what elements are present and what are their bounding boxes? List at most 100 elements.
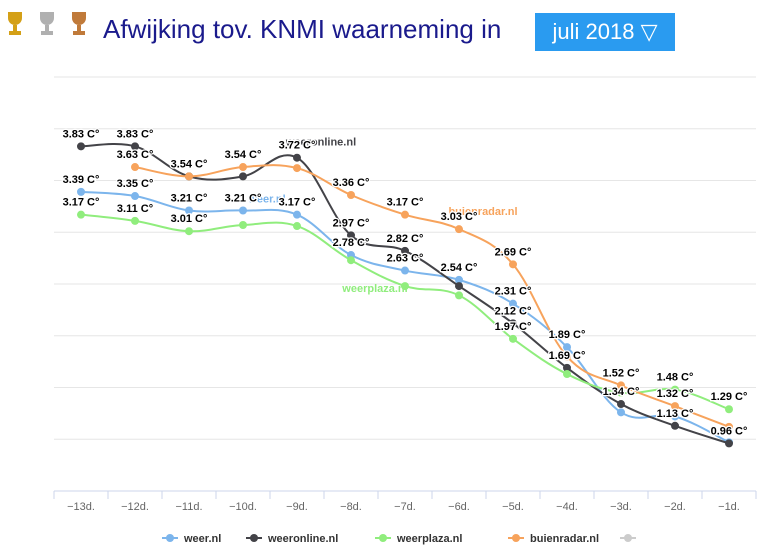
data-label: 2.54 C°	[441, 262, 478, 274]
data-point	[185, 227, 193, 236]
legend-label: weerplaza.nl	[396, 533, 462, 545]
series-annotation: weer.nl	[247, 194, 285, 206]
data-label: 1.52 C°	[603, 367, 640, 379]
legend-marker	[250, 534, 258, 542]
data-label: 1.34 C°	[603, 386, 640, 398]
data-point	[401, 210, 409, 219]
x-tick-label: −11d.	[175, 501, 202, 513]
data-label: 3.72 C°	[279, 140, 316, 152]
x-tick-label: −3d.	[610, 501, 632, 513]
data-label: 3.63 C°	[117, 149, 154, 161]
data-point	[671, 412, 679, 421]
data-point	[347, 256, 355, 265]
data-point	[293, 153, 301, 162]
data-point	[347, 190, 355, 199]
data-point	[455, 275, 463, 284]
data-point	[509, 260, 517, 269]
data-point	[509, 299, 517, 308]
x-tick-label: −2d.	[664, 501, 686, 513]
data-point	[509, 319, 517, 328]
data-point	[239, 206, 247, 215]
legend-marker	[166, 534, 174, 542]
data-point	[239, 221, 247, 230]
data-point	[239, 172, 247, 181]
data-label: 2.97 C°	[333, 217, 370, 229]
data-label: 3.17 C°	[63, 197, 100, 209]
data-label: 1.29 C°	[711, 391, 748, 403]
title: Afwijking tov. KNMI waarneming in	[103, 14, 502, 44]
legend-label: weer.nl	[183, 533, 221, 545]
x-tick-label: −9d.	[286, 501, 308, 513]
data-label: 3.01 C°	[171, 213, 208, 225]
data-point	[563, 370, 571, 379]
data-label: 3.21 C°	[171, 193, 208, 205]
x-tick-label: −10d.	[229, 501, 257, 513]
legend-label: weeronline.nl	[267, 533, 338, 545]
data-label: 1.48 C°	[657, 372, 694, 384]
data-point	[563, 352, 571, 361]
data-label: 1.32 C°	[657, 388, 694, 400]
data-label: 1.97 C°	[495, 321, 532, 333]
x-tick-label: −6d.	[448, 501, 470, 513]
data-point	[77, 210, 85, 219]
data-label: 2.12 C°	[495, 305, 532, 317]
data-label: 2.82 C°	[387, 233, 424, 245]
month-dropdown[interactable]: juli 2018 ▽	[535, 13, 675, 51]
data-label: 2.69 C°	[495, 246, 532, 258]
data-label: 1.69 C°	[549, 350, 586, 362]
data-point	[671, 421, 679, 430]
data-point	[401, 266, 409, 275]
data-label: 1.13 C°	[657, 408, 694, 420]
data-label: 3.03 C°	[441, 211, 478, 223]
data-point	[617, 400, 625, 409]
legend-label: buienradar.nl	[530, 533, 599, 545]
data-point	[77, 187, 85, 196]
data-point	[563, 363, 571, 372]
data-point	[131, 142, 139, 151]
data-point	[347, 231, 355, 240]
x-tick-label: −1d.	[718, 501, 740, 513]
x-tick-label: −12d.	[121, 501, 149, 513]
data-label: 3.39 C°	[63, 174, 100, 186]
trophies	[8, 12, 86, 35]
data-label: 3.83 C°	[63, 128, 100, 140]
data-point	[455, 225, 463, 234]
data-label: 3.21 C°	[225, 193, 262, 205]
data-label: 3.35 C°	[117, 178, 154, 190]
x-tick-label: −5d.	[502, 501, 524, 513]
data-point	[725, 439, 733, 448]
data-label: 3.54 C°	[171, 158, 208, 170]
data-point	[131, 216, 139, 225]
data-point	[77, 142, 85, 151]
data-label: 2.31 C°	[495, 286, 532, 298]
data-point	[563, 343, 571, 352]
data-point	[239, 163, 247, 172]
data-point	[293, 222, 301, 231]
legend-marker	[512, 534, 520, 542]
data-label: 2.78 C°	[333, 237, 370, 249]
series-annotation: weerplaza.nl	[341, 283, 407, 295]
data-point	[725, 405, 733, 414]
data-point	[671, 402, 679, 411]
x-tick-label: −7d.	[394, 501, 416, 513]
series-annotation: buienradar.nl	[448, 206, 517, 218]
data-label: 2.63 C°	[387, 253, 424, 265]
series-annotation: weeronline.nl	[285, 137, 356, 149]
data-point	[131, 163, 139, 172]
data-point	[455, 291, 463, 300]
data-label: 3.17 C°	[279, 197, 316, 209]
header: Afwijking tov. KNMI waarneming in juli 2…	[0, 0, 772, 60]
x-tick-label: −13d.	[67, 501, 95, 513]
data-label: 0.96 C°	[711, 425, 748, 437]
data-point	[185, 206, 193, 215]
x-tick-label: −4d.	[556, 501, 578, 513]
data-label: 3.83 C°	[117, 128, 154, 140]
data-point	[401, 246, 409, 255]
data-point	[185, 172, 193, 181]
data-label: 3.11 C°	[117, 203, 153, 215]
data-point	[455, 282, 463, 291]
data-label: 3.17 C°	[387, 197, 424, 209]
data-point	[509, 334, 517, 343]
